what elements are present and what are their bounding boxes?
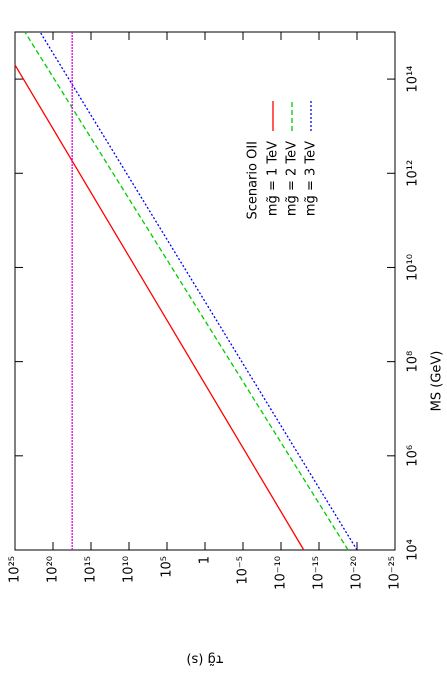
x-tick-label: 10⁴ bbox=[406, 539, 421, 561]
x-tick-label: 10⁸ bbox=[406, 351, 421, 373]
y-tick-label: 10⁻¹⁵ bbox=[312, 556, 327, 590]
series-line bbox=[14, 64, 305, 551]
x-tick-label: 10¹⁰ bbox=[406, 254, 421, 281]
y-tick-label: 10⁻²⁵ bbox=[388, 556, 403, 590]
legend-label: mg̃ = 2 TeV bbox=[285, 141, 300, 216]
y-tick-label: 10⁻²⁰ bbox=[350, 556, 365, 590]
y-tick-label: 10⁵ bbox=[160, 556, 175, 578]
legend-label: mg̃ = 1 TeV bbox=[266, 141, 281, 216]
legend-label: mg̃ = 3 TeV bbox=[304, 141, 319, 216]
y-tick-label: 10¹⁰ bbox=[122, 556, 137, 583]
x-tick-label: 10¹² bbox=[406, 160, 421, 187]
y-tick-label: 10²⁰ bbox=[46, 556, 61, 583]
legend-title: Scenario OII bbox=[246, 141, 261, 220]
x-axis-title: MS (GeV) bbox=[430, 351, 445, 412]
y-axis-title: τg̃ (s) bbox=[186, 652, 223, 667]
y-tick-label: 10²⁵ bbox=[8, 556, 23, 583]
y-tick-label: 10¹⁵ bbox=[84, 556, 99, 583]
y-tick-label: 10⁻¹⁰ bbox=[274, 556, 289, 590]
series-line bbox=[39, 31, 358, 551]
x-tick-label: 10⁶ bbox=[406, 445, 421, 467]
y-tick-label: 1 bbox=[198, 556, 213, 564]
x-tick-label: 10¹⁴ bbox=[406, 66, 421, 93]
rotated-plot: MS (GeV) τg̃ (s) Scenario OII 10⁴ 10⁶ 10⁸ 1… bbox=[8, 31, 445, 667]
y-tick-label: 10⁻⁵ bbox=[236, 556, 251, 585]
series-line bbox=[24, 31, 349, 551]
